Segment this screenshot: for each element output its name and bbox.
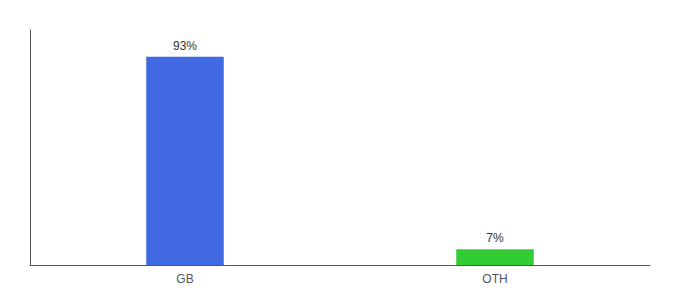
svg-text:GB: GB (176, 272, 193, 286)
svg-text:7%: 7% (486, 231, 504, 245)
svg-text:93%: 93% (173, 39, 197, 53)
svg-text:OTH: OTH (482, 272, 507, 286)
